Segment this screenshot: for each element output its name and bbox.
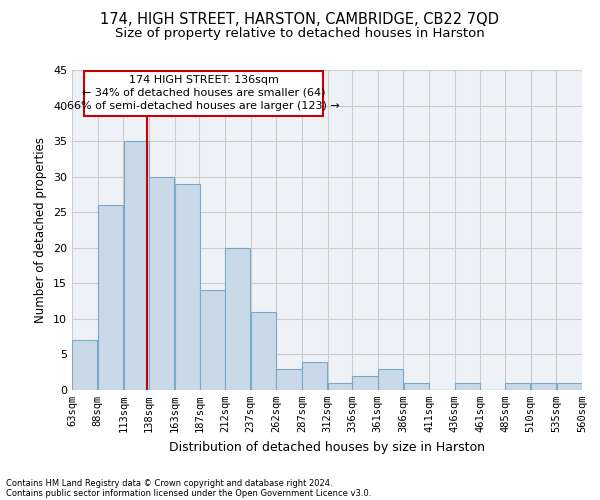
Text: Contains public sector information licensed under the Open Government Licence v3: Contains public sector information licen… <box>6 488 371 498</box>
Bar <box>557 383 582 390</box>
Bar <box>251 312 276 390</box>
Bar <box>149 176 175 390</box>
Bar <box>225 248 250 390</box>
Bar <box>124 141 149 390</box>
Bar <box>404 383 429 390</box>
Bar <box>455 383 480 390</box>
Bar <box>328 383 353 390</box>
Bar <box>531 383 556 390</box>
Bar <box>85 72 323 116</box>
Bar <box>72 340 97 390</box>
Bar <box>302 362 327 390</box>
Y-axis label: Number of detached properties: Number of detached properties <box>34 137 47 323</box>
Text: Contains HM Land Registry data © Crown copyright and database right 2024.: Contains HM Land Registry data © Crown c… <box>6 478 332 488</box>
Text: Size of property relative to detached houses in Harston: Size of property relative to detached ho… <box>115 28 485 40</box>
X-axis label: Distribution of detached houses by size in Harston: Distribution of detached houses by size … <box>169 440 485 454</box>
Text: 174 HIGH STREET: 136sqm: 174 HIGH STREET: 136sqm <box>129 75 279 85</box>
Bar <box>175 184 200 390</box>
Text: ← 34% of detached houses are smaller (64): ← 34% of detached houses are smaller (64… <box>82 88 326 98</box>
Bar <box>352 376 377 390</box>
Bar <box>277 368 302 390</box>
Bar <box>199 290 224 390</box>
Bar <box>98 205 123 390</box>
Text: 174, HIGH STREET, HARSTON, CAMBRIDGE, CB22 7QD: 174, HIGH STREET, HARSTON, CAMBRIDGE, CB… <box>101 12 499 28</box>
Text: 66% of semi-detached houses are larger (123) →: 66% of semi-detached houses are larger (… <box>67 100 340 110</box>
Bar <box>505 383 530 390</box>
Bar <box>378 368 403 390</box>
